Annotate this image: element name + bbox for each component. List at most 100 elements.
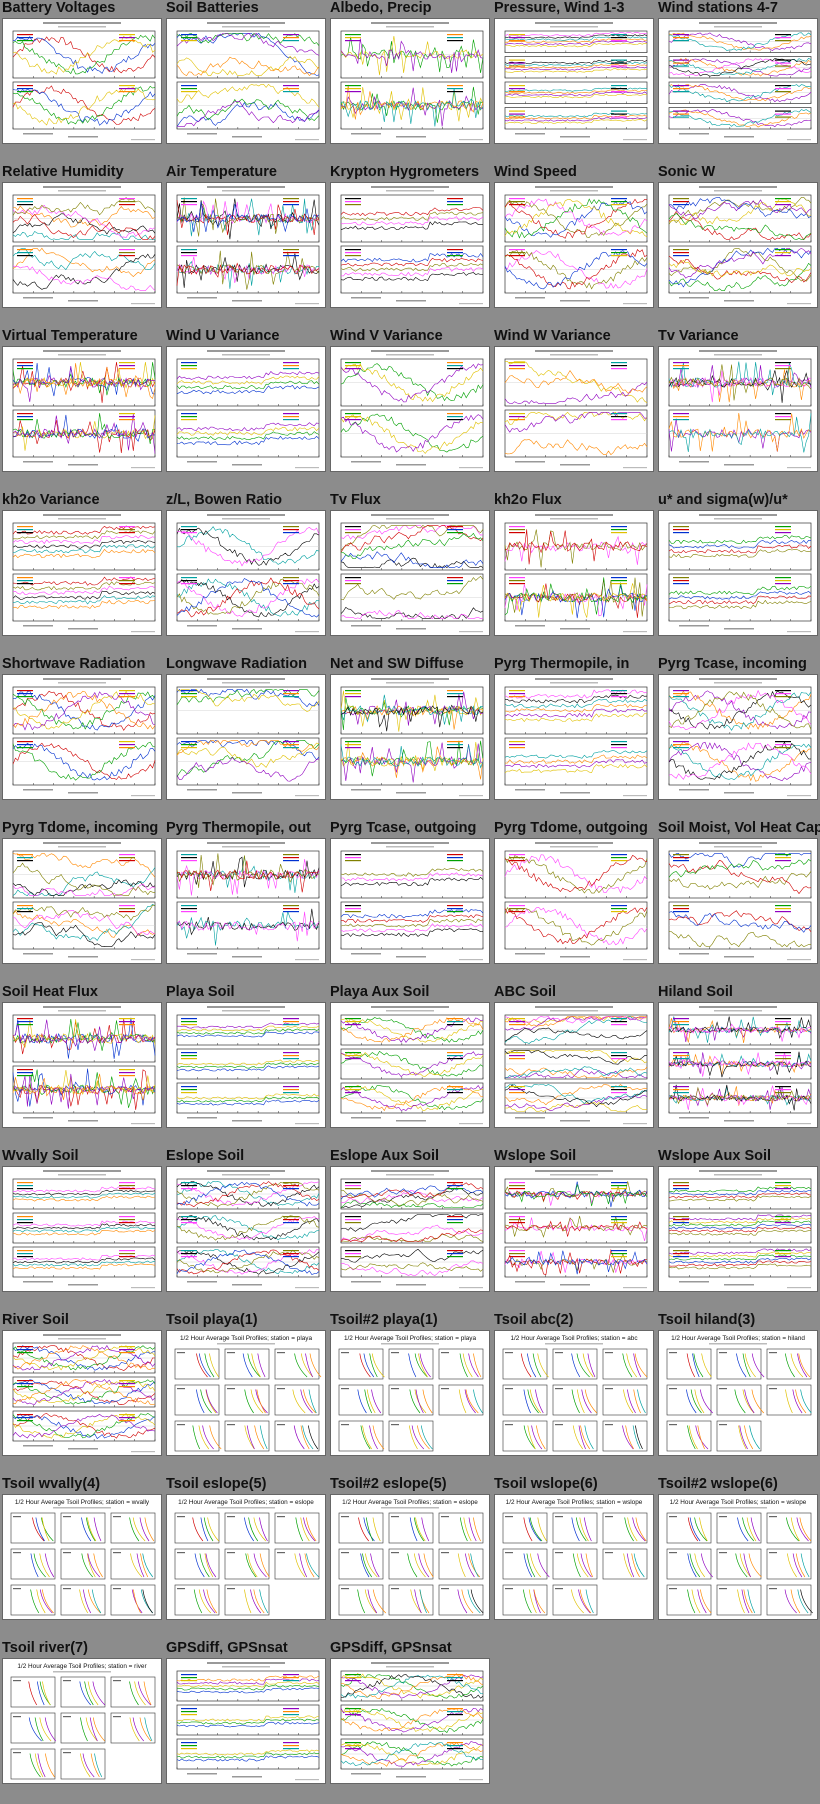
plot-thumbnail-image[interactable] — [2, 674, 162, 800]
profile-curve — [523, 1425, 536, 1450]
plot-thumbnail-image[interactable] — [494, 1002, 654, 1128]
profile-curve — [790, 1517, 800, 1542]
plot-thumbnail-image[interactable] — [330, 674, 490, 800]
plot-thumbnail-image[interactable]: 1/2 Hour Average Tsoil Profiles; station… — [658, 1330, 818, 1456]
plot-thumbnail-image[interactable] — [166, 1658, 326, 1784]
plot-header-line — [58, 26, 106, 28]
profile-curve — [196, 1389, 205, 1414]
plot-header-line — [207, 1170, 285, 1172]
plot-thumbnail-image[interactable] — [330, 182, 490, 308]
plot-thumbnail-image[interactable] — [658, 182, 818, 308]
plot-thumbnail-image[interactable] — [658, 674, 818, 800]
plot-thumbnail-image[interactable]: 1/2 Hour Average Tsoil Profiles; station… — [2, 1658, 162, 1784]
plot-thumbnail-image[interactable] — [494, 1166, 654, 1292]
series-line — [340, 1228, 484, 1242]
series-line — [504, 1253, 648, 1274]
plot-panel — [504, 358, 648, 407]
plot-thumbnail-image[interactable] — [494, 18, 654, 144]
profile-curve — [84, 1681, 94, 1706]
profile-curve — [364, 1589, 377, 1614]
plot-thumbnail-image[interactable] — [494, 346, 654, 472]
plot-thumbnail-image[interactable] — [658, 838, 818, 964]
plot-thumbnail-image[interactable]: 1/2 Hour Average Tsoil Profiles; station… — [166, 1330, 326, 1456]
plot-panel — [668, 1178, 812, 1210]
plot-title: u* and sigma(w)/u* — [658, 492, 788, 508]
profile-box — [10, 1712, 56, 1744]
plot-thumbnail-image[interactable] — [2, 1330, 162, 1456]
plot-thumbnail-image[interactable]: 1/2 Hour Average Tsoil Profiles; station… — [330, 1494, 490, 1620]
plot-thumbnail-image[interactable] — [658, 1166, 818, 1292]
plot-thumbnail-image[interactable] — [658, 346, 818, 472]
plot-thumbnail-image[interactable] — [166, 182, 326, 308]
profile-curve — [79, 1589, 88, 1614]
series-line — [668, 871, 812, 890]
plot-thumbnail-image[interactable] — [166, 346, 326, 472]
plot-thumbnail-image[interactable]: 1/2 Hour Average Tsoil Profiles; station… — [330, 1330, 490, 1456]
profile-curve — [749, 1425, 760, 1450]
plot-thumbnail-image[interactable] — [2, 838, 162, 964]
series-line — [340, 1085, 484, 1111]
series-line — [668, 535, 812, 545]
series-line — [504, 1066, 648, 1078]
series-line — [668, 84, 812, 102]
plot-thumbnail-image[interactable] — [166, 674, 326, 800]
plot-thumbnail-image[interactable] — [2, 346, 162, 472]
plot-thumbnail-image[interactable] — [2, 1002, 162, 1128]
plot-thumbnail-image[interactable] — [166, 510, 326, 636]
plot-thumbnail-image[interactable] — [494, 674, 654, 800]
plot-thumbnail-image[interactable] — [2, 182, 162, 308]
plot-thumbnail-cell: Relative Humidity — [0, 164, 164, 314]
plot-header-line — [43, 350, 121, 352]
profile-curve — [580, 1425, 590, 1450]
profile-header: 1/2 Hour Average Tsoil Profiles; station… — [506, 1499, 643, 1506]
plot-panel — [668, 686, 812, 735]
profile-curve — [305, 1517, 317, 1542]
series-line — [12, 1345, 156, 1371]
profile-curve — [367, 1589, 378, 1614]
plot-thumbnail-image[interactable] — [2, 510, 162, 636]
profile-curve — [363, 1353, 375, 1378]
series-line — [176, 33, 320, 76]
plot-thumbnail-image[interactable] — [166, 1166, 326, 1292]
plot-thumbnail-image[interactable] — [494, 838, 654, 964]
plot-thumbnail-image[interactable] — [658, 510, 818, 636]
plot-header-line — [43, 22, 121, 24]
plot-thumbnail-image[interactable] — [330, 18, 490, 144]
series-line — [668, 418, 812, 452]
plot-thumbnail-cell: Pyrg Tcase, incoming — [656, 656, 820, 806]
plot-thumbnail-image[interactable] — [166, 18, 326, 144]
plot-thumbnail-image[interactable] — [658, 18, 818, 144]
profile-box — [388, 1384, 434, 1416]
plot-thumbnail-image[interactable] — [330, 510, 490, 636]
plot-thumbnail-image[interactable] — [166, 1002, 326, 1128]
profile-curve — [523, 1517, 533, 1542]
plot-thumbnail-image[interactable] — [330, 1002, 490, 1128]
plot-thumbnail-image[interactable] — [658, 1002, 818, 1128]
plot-thumbnail-image[interactable] — [494, 182, 654, 308]
plot-thumbnail-image[interactable] — [330, 346, 490, 472]
plot-thumbnail-image[interactable]: 1/2 Hour Average Tsoil Profiles; station… — [494, 1330, 654, 1456]
profile-box — [602, 1348, 648, 1380]
profile-curve — [744, 1389, 755, 1414]
plot-thumbnail-image[interactable] — [494, 510, 654, 636]
plot-thumbnail-image[interactable]: 1/2 Hour Average Tsoil Profiles; station… — [2, 1494, 162, 1620]
plot-thumbnail-cell: Tv Variance — [656, 328, 820, 478]
plot-thumbnail-image[interactable]: 1/2 Hour Average Tsoil Profiles; station… — [166, 1494, 326, 1620]
series-line — [12, 1379, 156, 1405]
plot-thumbnail-image[interactable] — [330, 1166, 490, 1292]
series-line — [176, 911, 320, 942]
profile-curve — [743, 1589, 753, 1614]
plot-thumbnail-image[interactable] — [330, 1658, 490, 1784]
plot-thumbnail-image[interactable] — [330, 838, 490, 964]
plot-panel — [504, 1178, 648, 1210]
profile-curve — [259, 1517, 268, 1542]
profile-curve — [795, 1389, 807, 1414]
plot-thumbnail-image[interactable]: 1/2 Hour Average Tsoil Profiles; station… — [494, 1494, 654, 1620]
plot-thumbnail-image[interactable] — [2, 1166, 162, 1292]
plot-header-line — [207, 1006, 285, 1008]
profile-curve — [39, 1589, 53, 1614]
plot-thumbnail-image[interactable] — [166, 838, 326, 964]
plot-thumbnail-image[interactable]: 1/2 Hour Average Tsoil Profiles; station… — [658, 1494, 818, 1620]
plot-title: Hiland Soil — [658, 984, 733, 1000]
plot-thumbnail-image[interactable] — [2, 18, 162, 144]
